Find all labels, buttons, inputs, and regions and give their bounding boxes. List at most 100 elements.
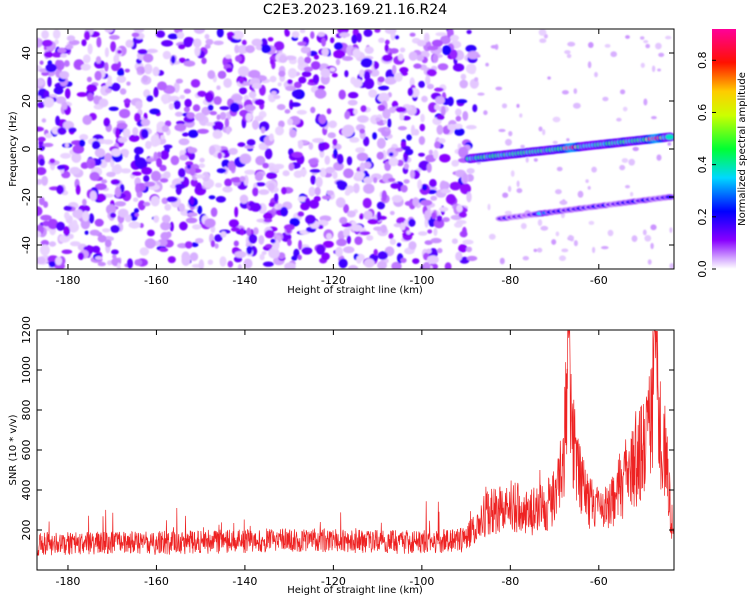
heatmap-cell (669, 227, 673, 234)
heatmap-cell (466, 191, 472, 203)
heatmap-cell (268, 133, 274, 142)
heatmap-cell (451, 159, 460, 167)
heatmap-cell (81, 39, 87, 47)
heatmap-cell (342, 124, 355, 136)
heatmap-cell (394, 35, 400, 40)
heatmap-cell (390, 182, 401, 189)
heatmap-cell (39, 244, 50, 256)
heatmap-cell (430, 237, 442, 244)
heatmap-cell (264, 148, 273, 160)
heatmap-cell (95, 56, 102, 65)
heatmap-cell (319, 167, 327, 178)
heatmap-cell (286, 226, 292, 234)
heatmap-cell (124, 214, 132, 223)
heatmap-cell (76, 92, 88, 97)
heatmap-cell (643, 98, 648, 106)
heatmap-cell (396, 159, 404, 167)
heatmap-cell (204, 43, 211, 49)
heatmap-cell (650, 242, 654, 250)
heatmap-cell (162, 50, 172, 60)
heatmap-cell (147, 229, 155, 237)
heatmap-cell (274, 193, 279, 203)
heatmap-cell (258, 235, 265, 245)
heatmap-cell (315, 176, 323, 188)
heatmap-cell (587, 186, 591, 190)
heatmap-cell (137, 49, 148, 55)
heatmap-cell (82, 54, 91, 64)
heatmap-cell (373, 61, 379, 70)
heatmap-cell (122, 190, 132, 202)
heatmap-cell (47, 218, 59, 230)
heatmap-cell (351, 224, 363, 232)
heatmap-cell (344, 111, 351, 120)
heatmap-cell (377, 260, 387, 269)
heatmap-cell (197, 205, 203, 215)
heatmap-cell (625, 35, 630, 39)
heatmap-cell (96, 36, 102, 48)
colorbar-tick-label: 0.8 (696, 52, 709, 70)
heatmap-cell (538, 29, 547, 36)
heatmap-cell (104, 152, 112, 163)
heatmap-cell (336, 238, 347, 247)
heatmap-cell (75, 184, 81, 195)
heatmap-cell (430, 195, 438, 201)
heatmap-cell (397, 126, 407, 131)
heatmap-cell (55, 115, 60, 126)
heatmap-cell (103, 117, 111, 127)
heatmap-cell (170, 55, 176, 64)
heatmap-cell (438, 206, 449, 212)
heatmap-cell (404, 201, 414, 206)
x-tick-label: -60 (590, 274, 608, 287)
heatmap-cell (343, 228, 350, 238)
heatmap-cell (183, 38, 193, 48)
heatmap-cell (170, 155, 180, 166)
heatmap-cell (502, 192, 509, 198)
heatmap-cell (483, 110, 488, 116)
heatmap-cell (337, 180, 348, 191)
heatmap-cell (57, 47, 67, 54)
heatmap-cell (64, 60, 70, 67)
x-tick-label: -60 (590, 575, 608, 588)
heatmap-cell (310, 31, 315, 39)
heatmap-cell (245, 45, 255, 54)
heatmap-cell (204, 33, 210, 40)
heatmap-cell (63, 205, 73, 211)
y-tick-label: 800 (20, 400, 33, 421)
heatmap-cell (289, 102, 301, 107)
heatmap-cell (588, 220, 595, 225)
heatmap-cell (285, 85, 296, 92)
colorbar-tick-label: 0.4 (696, 156, 709, 174)
heatmap-cell (37, 136, 46, 142)
colorbar-label: Normalized spectral amplitude (737, 72, 748, 226)
heatmap-cell (343, 246, 355, 254)
heatmap-cell (131, 32, 140, 38)
heatmap-cell (222, 186, 233, 193)
heatmap-cell (363, 136, 370, 147)
heatmap-cell (244, 144, 255, 149)
heatmap-cell (215, 196, 226, 203)
heatmap-cell (607, 229, 614, 237)
heatmap-cell (601, 246, 609, 250)
heatmap-cell (225, 54, 232, 59)
heatmap-cell (230, 177, 243, 183)
heatmap-cell (363, 183, 375, 194)
heatmap-cell (359, 69, 365, 78)
heatmap-cell (95, 183, 107, 191)
heatmap-cell (462, 172, 468, 184)
heatmap-cell (472, 104, 478, 113)
heatmap-cell (255, 155, 266, 166)
heatmap-cell (367, 218, 379, 225)
heatmap-cell (382, 108, 391, 120)
heatmap-cell (111, 249, 119, 255)
heatmap-cell (433, 227, 438, 236)
heatmap-cell (96, 193, 107, 202)
colorbar-tick-label: 0.0 (696, 260, 709, 278)
y-tick-label: 20 (20, 94, 33, 108)
heatmap-cell (284, 29, 289, 35)
heatmap-cell (419, 123, 426, 132)
heatmap-cell (354, 236, 363, 246)
heatmap-cell (159, 164, 167, 172)
heatmap-cell (466, 168, 475, 174)
heatmap-cell (403, 179, 410, 184)
heatmap-cell (375, 117, 381, 122)
